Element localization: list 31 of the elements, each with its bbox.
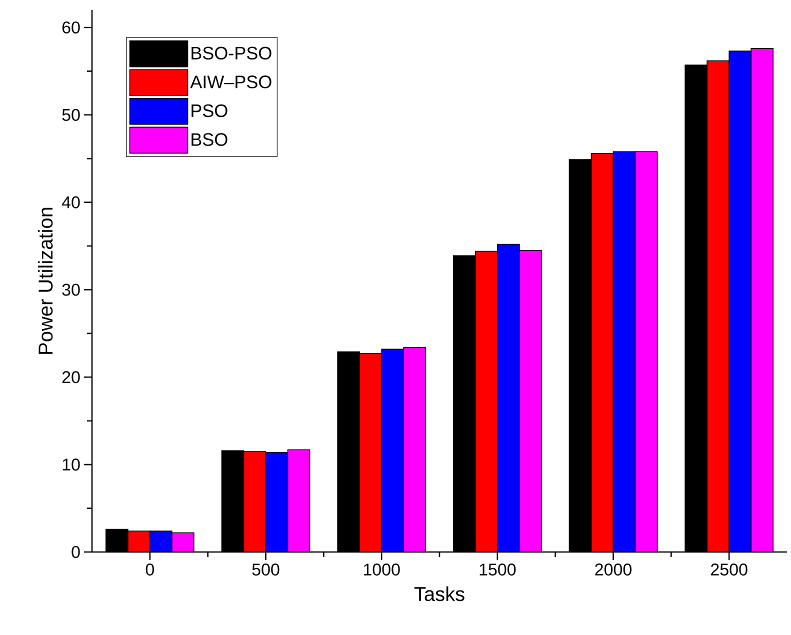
y-tick-label: 20 xyxy=(62,371,80,384)
y-tick-label: 0 xyxy=(72,546,80,558)
bar xyxy=(750,48,774,552)
x-tick-label: 500 xyxy=(252,564,280,576)
y-tick-label: 60 xyxy=(62,21,80,34)
x-tick-label: 2500 xyxy=(711,564,748,576)
x-axis-title: Tasks xyxy=(414,586,464,602)
bar xyxy=(403,347,426,552)
legend-label: BSO-PSO xyxy=(192,46,272,60)
y-tick-label: 50 xyxy=(62,108,80,121)
legend-label: BSO xyxy=(192,133,228,146)
y-tick-label: 40 xyxy=(62,196,80,208)
x-tick-label: 0 xyxy=(146,564,154,576)
bar xyxy=(519,250,542,552)
y-axis-title: Power Utilization xyxy=(38,208,53,354)
x-tick-label: 1000 xyxy=(364,564,400,576)
x-tick-label: 1500 xyxy=(480,564,516,576)
bar xyxy=(634,151,658,552)
y-tick-label: 30 xyxy=(62,284,80,296)
bar xyxy=(150,530,172,552)
bar xyxy=(265,452,288,552)
bar xyxy=(172,532,194,552)
bar xyxy=(381,348,404,552)
bar xyxy=(728,50,752,552)
x-tick-label: 2000 xyxy=(595,564,632,576)
bar xyxy=(287,449,310,552)
bar xyxy=(497,244,520,552)
legend-label: PSO xyxy=(192,104,228,118)
bar xyxy=(612,151,636,552)
y-tick-label: 10 xyxy=(62,458,80,471)
legend-label: AIW–PSO xyxy=(190,76,272,88)
